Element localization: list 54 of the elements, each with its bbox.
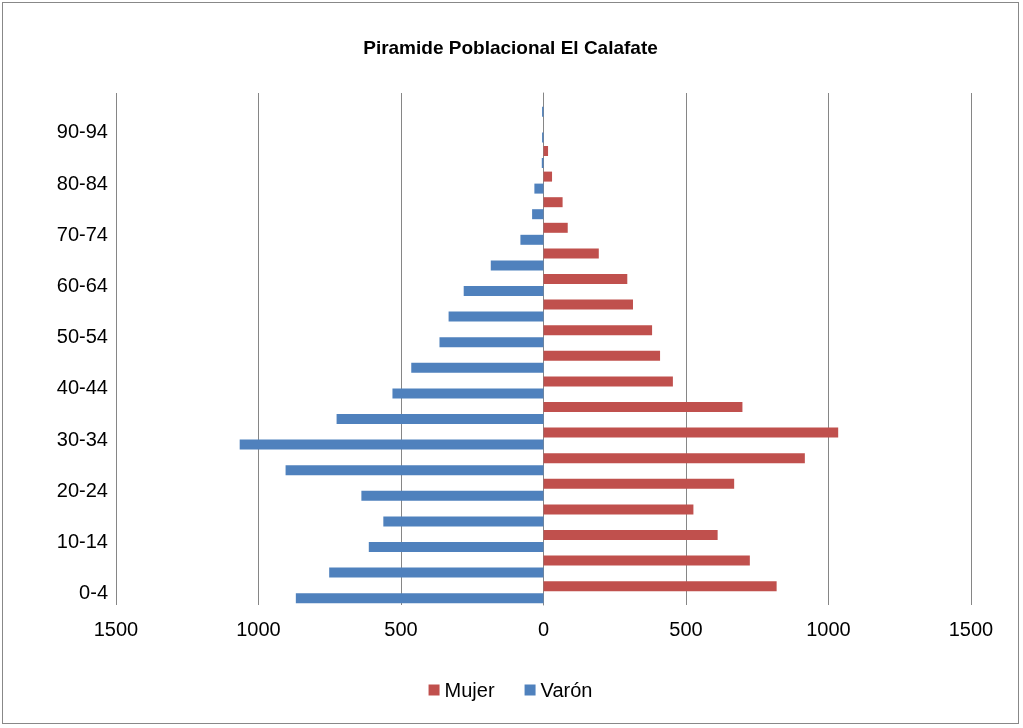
bar	[543, 299, 633, 310]
bar	[543, 427, 839, 438]
legend-label: Mujer	[444, 679, 495, 701]
bar	[543, 222, 568, 233]
bar	[336, 414, 544, 424]
bar	[520, 234, 544, 245]
chart-title: Piramide Poblacional El Calafate	[363, 37, 658, 58]
y-tick-label: 20-24	[56, 478, 108, 501]
y-tick-label: 90-94	[56, 120, 108, 143]
bar	[543, 504, 694, 515]
x-tick-label: 1500	[93, 618, 139, 640]
y-tick-label: 70-74	[56, 222, 108, 245]
x-tick-label: 1500	[948, 618, 994, 640]
bar	[368, 542, 544, 552]
bar	[490, 260, 544, 271]
bar	[532, 209, 544, 220]
y-tick-label: 30-34	[56, 427, 108, 450]
x-tick-label: 1000	[806, 618, 851, 640]
bar	[239, 439, 544, 450]
bar	[543, 376, 673, 387]
y-tick-label: 50-54	[56, 325, 108, 348]
bar	[448, 311, 544, 322]
bar	[543, 402, 743, 412]
bar	[439, 337, 544, 348]
x-tick-label: 1000	[236, 618, 281, 640]
bar	[534, 183, 544, 194]
x-tick-label: 0	[537, 618, 550, 640]
bar	[543, 581, 777, 592]
bar	[411, 362, 544, 373]
bar	[543, 197, 563, 208]
bar	[543, 453, 805, 464]
bar	[295, 593, 544, 604]
y-tick-label: 60-64	[56, 274, 108, 296]
y-tick-label: 0-4	[79, 581, 108, 604]
bar	[361, 490, 544, 501]
x-tick-label: 500	[669, 618, 703, 640]
bar	[543, 248, 599, 259]
bar	[383, 516, 544, 527]
y-tick-label: 40-44	[56, 376, 108, 399]
bar	[543, 171, 553, 182]
bar	[329, 567, 544, 578]
bar	[543, 325, 653, 336]
bar	[543, 274, 628, 284]
bar	[543, 478, 735, 489]
legend-label: Varón	[540, 679, 593, 701]
x-tick-label: 500	[384, 618, 418, 640]
bar	[392, 388, 544, 399]
y-tick-label: 80-84	[56, 171, 108, 194]
bar	[543, 530, 718, 540]
bar	[543, 555, 750, 566]
bar	[285, 465, 544, 476]
y-tick-label: 10-14	[56, 530, 108, 552]
bar	[463, 286, 544, 296]
bar	[543, 350, 661, 361]
